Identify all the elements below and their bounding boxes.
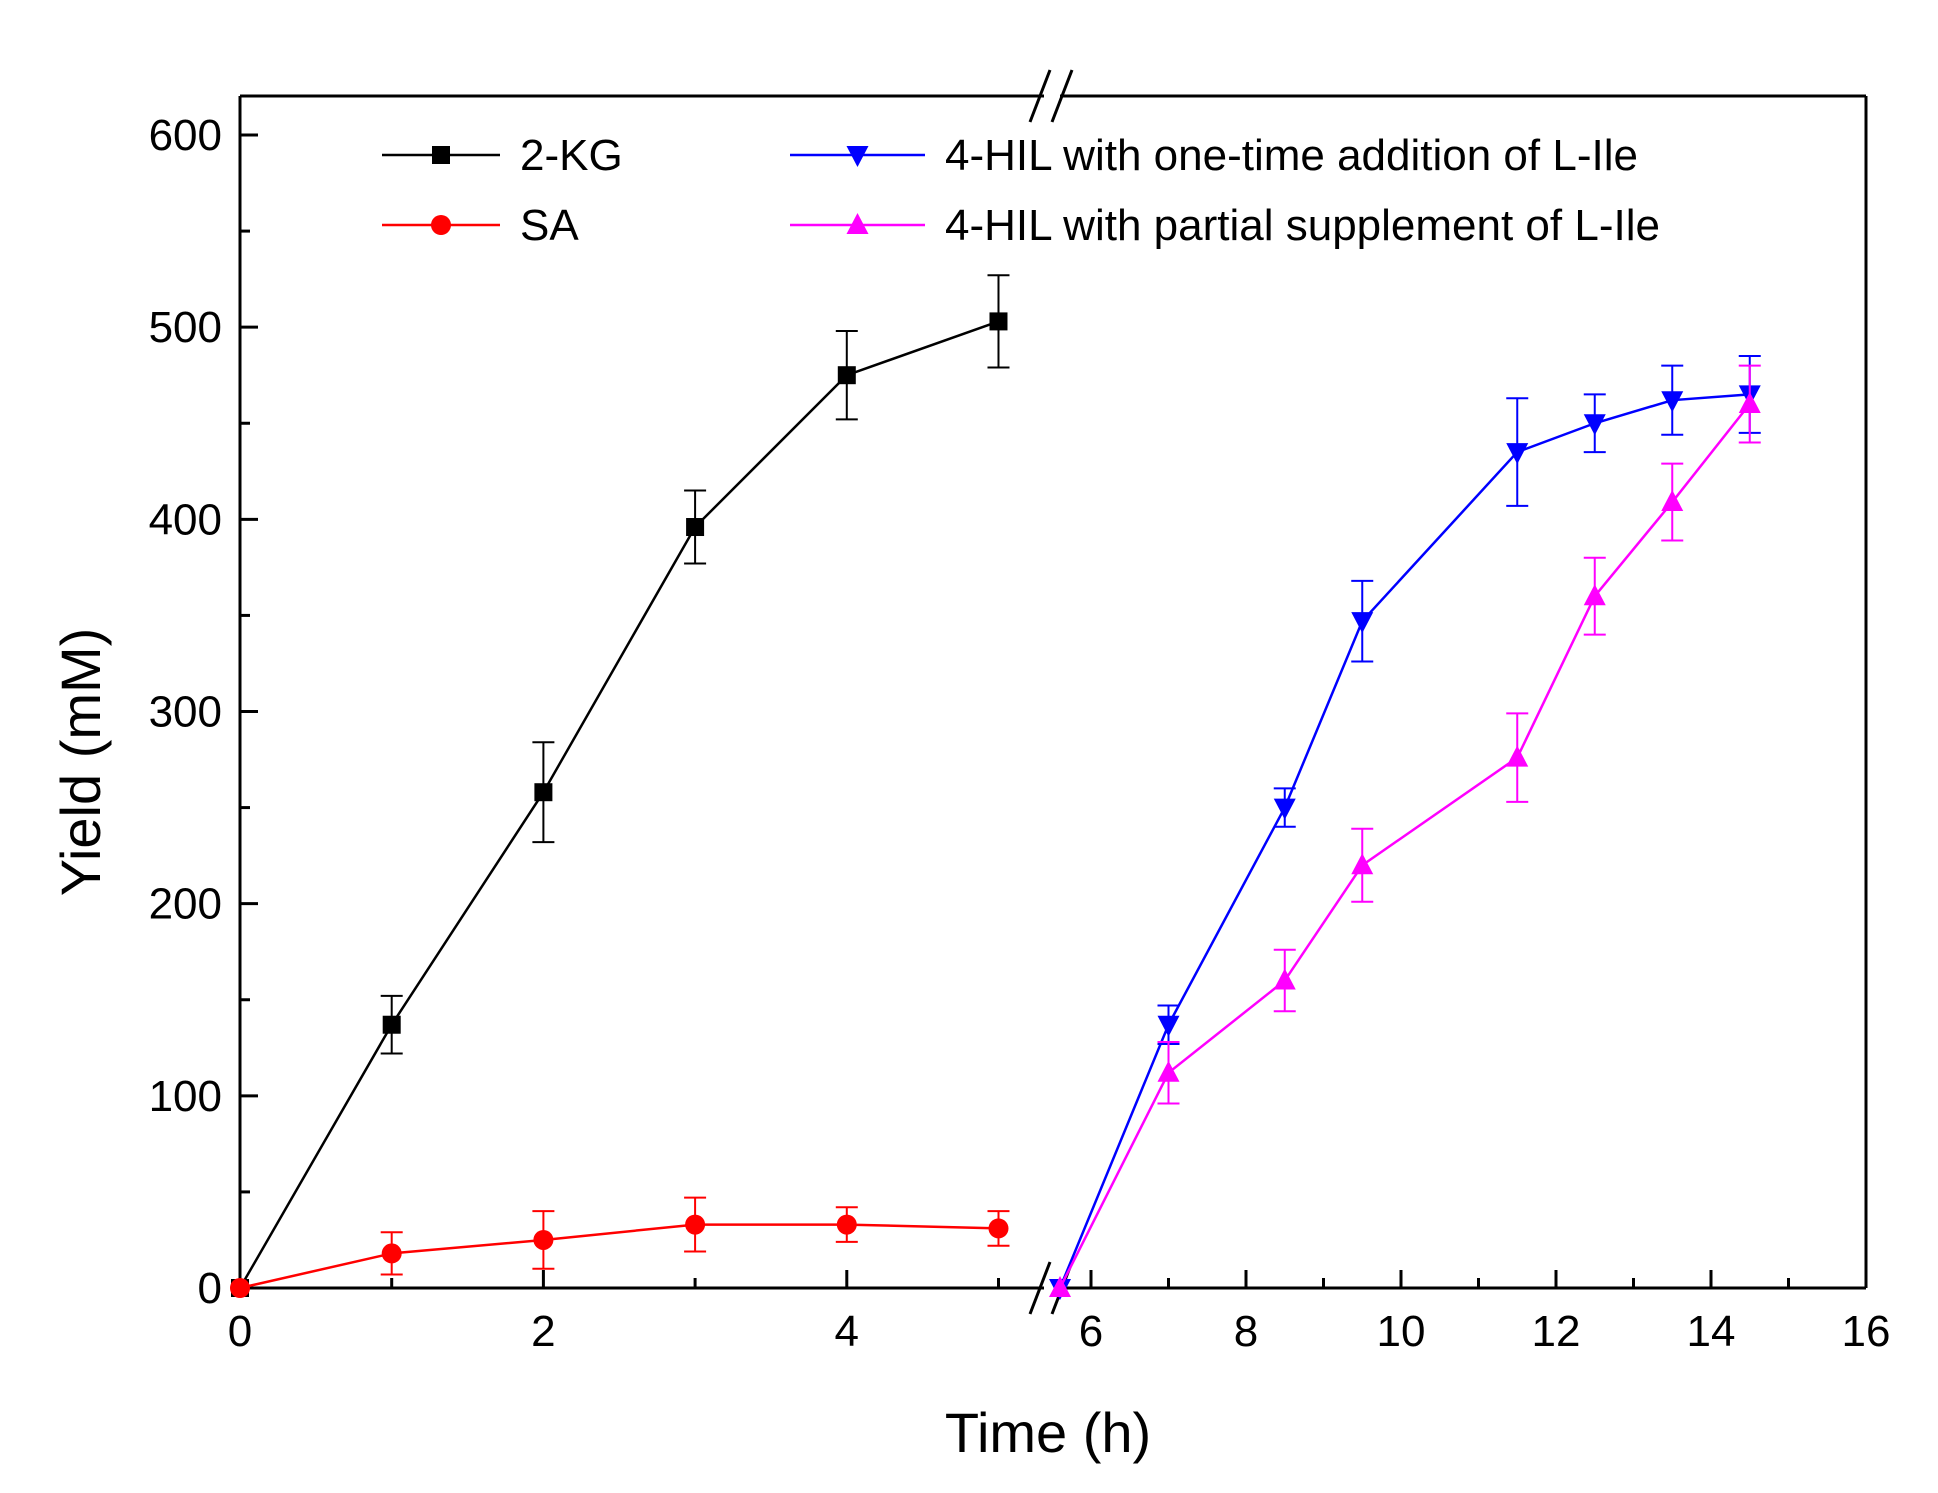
data-point: [533, 1229, 554, 1250]
x-tick-label: 10: [1377, 1307, 1426, 1356]
legend-entry: 2-KG: [382, 131, 623, 180]
data-point: [381, 1243, 402, 1264]
y-tick-label: 500: [149, 303, 222, 352]
x-tick-label: 16: [1842, 1307, 1891, 1356]
legend-entry: SA: [382, 201, 579, 250]
y-axis-title: Yield (mM): [49, 628, 112, 897]
y-tick-label: 100: [149, 1072, 222, 1121]
data-point: [230, 1278, 250, 1298]
x-tick-label: 0: [228, 1307, 252, 1356]
legend-marker: [431, 215, 451, 235]
y-tick-label: 400: [149, 495, 222, 544]
axis-break-mark-bottom-1: [1028, 1261, 1052, 1315]
data-point: [1049, 1276, 1071, 1297]
series-line: [1058, 393, 1750, 1289]
legend-label: 2-KG: [520, 131, 623, 180]
y-tick-label: 0: [198, 1264, 222, 1313]
series-line: [238, 320, 999, 1289]
x-tick-label: 14: [1687, 1307, 1736, 1356]
data-point: [989, 312, 1008, 331]
series-sa: [230, 1196, 1010, 1298]
data-point: [534, 783, 553, 802]
data-point: [1273, 968, 1296, 990]
axis-break-mark-top-2: [1050, 69, 1074, 123]
series-line: [239, 1223, 999, 1290]
data-point: [1351, 612, 1374, 634]
legend-entry: 4-HIL with one-time addition of L-Ile: [790, 131, 1638, 180]
data-point: [1738, 392, 1761, 414]
data-point: [1351, 853, 1374, 875]
data-point: [1583, 414, 1606, 436]
series-layer: [230, 274, 1761, 1300]
data-point: [988, 1218, 1009, 1239]
data-point: [1273, 798, 1296, 820]
y-tick-label: 300: [149, 688, 222, 737]
y-tick-label: 600: [149, 111, 222, 160]
data-point: [1157, 1060, 1180, 1082]
x-axis-title: Time (h): [945, 1401, 1151, 1464]
y-tick-label: 200: [149, 880, 222, 929]
axis-break-mark-top-1: [1028, 69, 1052, 123]
data-point: [1661, 490, 1684, 512]
legend-entry: 4-HIL with partial supplement of L-Ile: [790, 201, 1660, 250]
x-tick-label: 4: [835, 1307, 859, 1356]
legend-marker: [846, 213, 869, 234]
x-tick-label: 2: [531, 1307, 555, 1356]
x-tick-label: 8: [1234, 1307, 1258, 1356]
data-point: [382, 1015, 401, 1034]
series-4-hil-with-one-time-addition-of-l-ile: [1049, 354, 1761, 1300]
legend-label: 4-HIL with partial supplement of L-Ile: [945, 201, 1660, 250]
x-tick-label: 6: [1079, 1307, 1103, 1356]
data-point: [1506, 745, 1529, 767]
data-point: [685, 1214, 706, 1235]
data-point: [1661, 391, 1684, 413]
data-point: [837, 366, 856, 385]
series-line: [1058, 403, 1751, 1289]
data-point: [1583, 584, 1606, 606]
legend-marker: [432, 146, 450, 164]
series-4-hil-with-partial-supplement-of-l-ile: [1049, 364, 1761, 1297]
legend-label: SA: [520, 201, 579, 250]
data-point: [1157, 1015, 1180, 1037]
legend: 2-KG SA 4-HIL with one-time addition of L-…: [382, 131, 1660, 250]
data-point: [1506, 443, 1529, 465]
data-point: [836, 1214, 857, 1235]
legend-label: 4-HIL with one-time addition of L-Ile: [945, 131, 1638, 180]
data-point: [686, 518, 705, 537]
legend-marker: [846, 146, 869, 167]
x-tick-label: 12: [1532, 1307, 1581, 1356]
series-2-kg: [231, 274, 1010, 1297]
